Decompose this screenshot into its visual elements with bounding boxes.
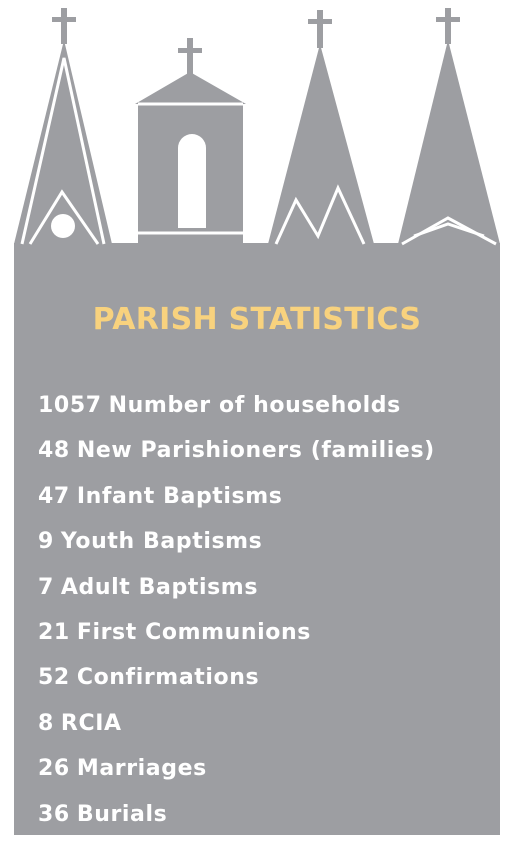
title: PARISH STATISTICS xyxy=(14,302,500,337)
stat-number: 36 xyxy=(38,802,70,827)
stat-label: Youth Baptisms xyxy=(61,529,262,554)
stat-item: 36 Burials xyxy=(38,799,435,844)
stat-item: 7 Adult Baptisms xyxy=(38,572,435,617)
stat-number: 7 xyxy=(38,575,54,600)
stat-number: 8 xyxy=(38,711,54,736)
stat-label: First Communions xyxy=(77,620,311,645)
stat-label: Confirmations xyxy=(77,665,259,690)
stat-number: 1057 xyxy=(38,393,102,418)
stat-label: Infant Baptisms xyxy=(77,484,283,509)
stat-number: 48 xyxy=(38,438,70,463)
stat-item: 9 Youth Baptisms xyxy=(38,526,435,571)
stat-item: 21 First Communions xyxy=(38,617,435,662)
stat-item: 47 Infant Baptisms xyxy=(38,481,435,526)
stat-item: 26 Marriages xyxy=(38,753,435,798)
stat-number: 26 xyxy=(38,756,70,781)
stat-item: 52 Confirmations xyxy=(38,662,435,707)
stat-item: 8 RCIA xyxy=(38,708,435,753)
stat-item: 48 New Parishioners (families) xyxy=(38,435,435,480)
stat-label: New Parishioners (families) xyxy=(77,438,435,463)
stat-label: Marriages xyxy=(77,756,207,781)
stat-number: 52 xyxy=(38,665,70,690)
infographic: PARISH STATISTICS 1057 Number of househol… xyxy=(0,0,506,850)
stat-label: RCIA xyxy=(61,711,122,736)
stat-label: Burials xyxy=(77,802,168,827)
stat-number: 21 xyxy=(38,620,70,645)
stat-number: 9 xyxy=(38,529,54,554)
stat-label: Adult Baptisms xyxy=(61,575,258,600)
stat-list: 1057 Number of households 48 New Parishione… xyxy=(38,390,435,844)
stat-number: 47 xyxy=(38,484,70,509)
stat-label: Number of households xyxy=(109,393,401,418)
stat-item: 1057 Number of households xyxy=(38,390,435,435)
